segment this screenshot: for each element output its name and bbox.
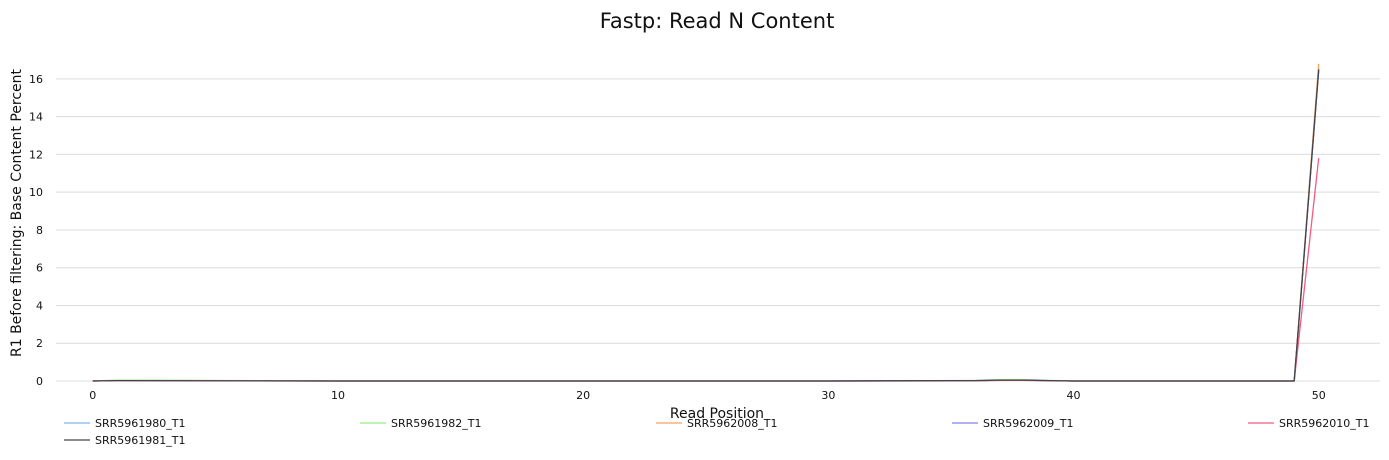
- chart-title: Fastp: Read N Content: [600, 9, 835, 33]
- legend-label: SRR5962010_T1: [1279, 417, 1369, 430]
- y-tick-label: 6: [36, 262, 43, 275]
- y-tick-label: 14: [29, 111, 43, 124]
- legend-label: SRR5962009_T1: [983, 417, 1073, 430]
- series-line-srr5961982-t1[interactable]: [92, 67, 1320, 382]
- x-axis-ticks: 0 10 20 30 40 50: [89, 389, 1325, 402]
- series-line-srr5961980-t1[interactable]: [92, 69, 1320, 382]
- legend-label: SRR5961982_T1: [391, 417, 481, 430]
- series-line-srr5962009-t1[interactable]: [92, 71, 1320, 382]
- y-axis-ticks: 0 2 4 6 8 10 12 14 16: [29, 73, 43, 388]
- x-tick-label: 0: [89, 389, 96, 402]
- x-tick-label: 50: [1312, 389, 1326, 402]
- y-tick-label: 16: [29, 73, 43, 86]
- x-tick-label: 40: [1067, 389, 1081, 402]
- y-tick-label: 4: [36, 299, 43, 312]
- legend-item[interactable]: SRR5961982_T1: [360, 417, 481, 430]
- x-tick-label: 20: [576, 389, 590, 402]
- y-tick-label: 0: [36, 375, 43, 388]
- legend-item[interactable]: SRR5961980_T1: [64, 417, 185, 430]
- x-axis-label: Read Position: [670, 406, 764, 422]
- series-line-srr5962008-t1[interactable]: [92, 63, 1320, 382]
- legend-item[interactable]: SRR5961981_T1: [64, 434, 185, 447]
- legend-label: SRR5961981_T1: [95, 434, 185, 447]
- plot-series: [92, 63, 1320, 382]
- legend-label: SRR5962008_T1: [687, 417, 777, 430]
- y-tick-label: 2: [36, 337, 43, 350]
- y-axis-label: R1 Before filtering: Base Content Percen…: [9, 68, 25, 357]
- gridlines: [56, 78, 1380, 382]
- legend-label: SRR5961980_T1: [95, 417, 185, 430]
- y-tick-label: 10: [29, 186, 43, 199]
- x-tick-label: 10: [331, 389, 345, 402]
- series-line-srr5961981-t1[interactable]: [92, 69, 1320, 382]
- legend-item[interactable]: SRR5962009_T1: [952, 417, 1073, 430]
- x-tick-label: 30: [821, 389, 835, 402]
- series-line-srr5962010-t1[interactable]: [92, 158, 1320, 382]
- legend: SRR5961980_T1 SRR5961982_T1 SRR5962008_T1 S…: [64, 417, 1369, 447]
- y-tick-label: 8: [36, 224, 43, 237]
- legend-item[interactable]: SRR5962010_T1: [1248, 417, 1369, 430]
- legend-item[interactable]: SRR5962008_T1: [656, 417, 777, 430]
- y-tick-label: 12: [29, 148, 43, 161]
